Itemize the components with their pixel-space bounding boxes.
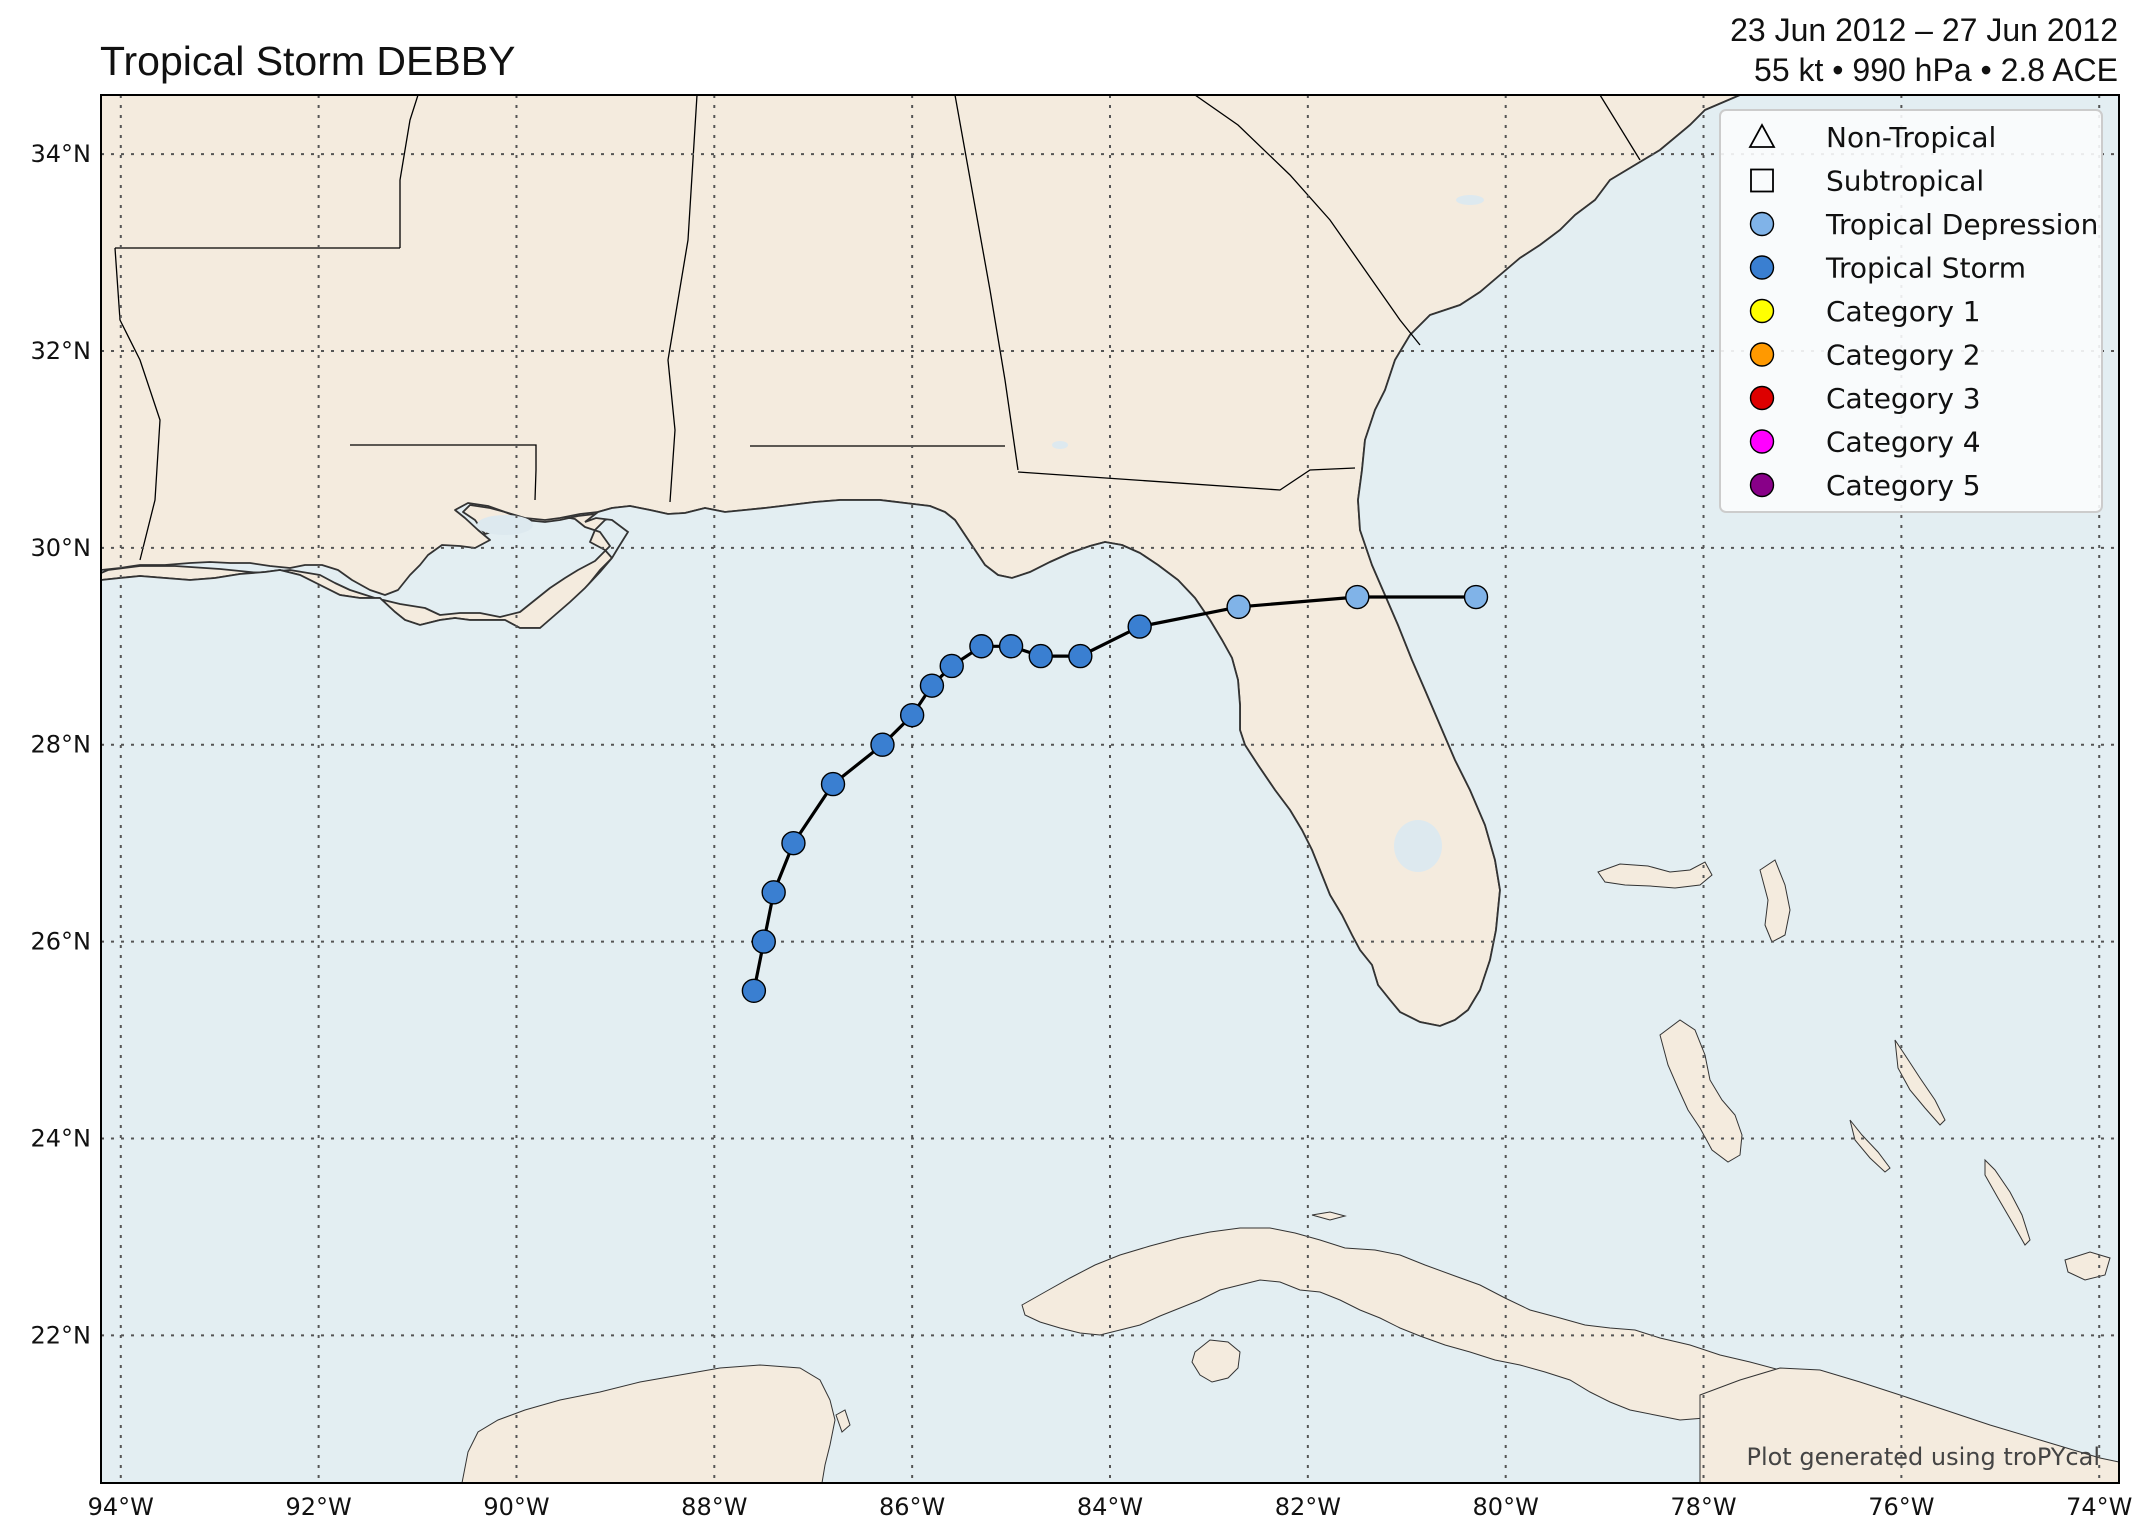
storm-title: Tropical Storm DEBBY (100, 38, 516, 84)
cuba-east (1699, 1367, 2119, 1483)
legend-item-label: Tropical Depression (1825, 208, 2098, 241)
border-ga-fl (1017, 467, 1356, 491)
category-marker-icon (1749, 342, 1775, 367)
latitude-tick-label: 34°N (31, 140, 92, 168)
track-point-tropical-storm[interactable] (919, 673, 945, 698)
yucatan (461, 1364, 836, 1483)
inland-lakes (477, 195, 1484, 872)
category-marker-icon (1749, 298, 1775, 324)
track-point-tropical-storm[interactable] (969, 634, 994, 659)
legend-item-label: Category 2 (1826, 339, 1981, 372)
great-inagua (2064, 1251, 2111, 1281)
andros-island (1659, 1019, 1743, 1163)
cozumel (835, 1409, 851, 1433)
island-layer (461, 859, 2119, 1483)
border-al-ga (954, 95, 1019, 471)
gulf-of-mexico (101, 95, 2119, 1483)
gulf-water (101, 95, 2119, 1483)
track-point-tropical-storm[interactable] (1028, 643, 1053, 669)
state-borders (114, 95, 1641, 561)
legend-item-label: Category 4 (1826, 426, 1981, 459)
border-tx-la (114, 247, 161, 561)
latitude-ticks: 22°N 24°N 26°N 28°N 30°N 32°N 34°N (31, 140, 92, 1349)
lake-okeechobee (1394, 820, 1442, 872)
exuma (1849, 1119, 1891, 1173)
abaco (1759, 859, 1791, 943)
border-ga-sc (1194, 95, 1421, 346)
longitude-tick-label: 90°W (483, 1493, 549, 1521)
border-sc-nc (1599, 95, 1641, 161)
track-point-tropical-storm[interactable] (998, 634, 1024, 659)
track-point-tropical-storm[interactable] (741, 978, 767, 1004)
non-tropical-marker-icon (1748, 123, 1776, 148)
cayman-islands (1311, 1211, 1347, 1221)
storm-track (741, 584, 1489, 1004)
longitude-tick-label: 82°W (1275, 1493, 1341, 1521)
longitude-tick-label: 76°W (1868, 1493, 1934, 1521)
legend: Non-Tropical Subtropical Tropical Depressi… (1719, 109, 2103, 513)
track-point-tropical-storm[interactable] (820, 771, 846, 797)
intensity-stats: 55 kt • 990 hPa • 2.8 ACE (1754, 52, 2118, 88)
lake-seminole (1052, 441, 1068, 449)
map-frame (100, 94, 2120, 1484)
eleuthera (1894, 1039, 1946, 1126)
isle-of-youth (1191, 1339, 1241, 1383)
latitude-tick-label: 26°N (31, 928, 92, 956)
track-point-tropical-storm[interactable] (1068, 643, 1093, 669)
longitude-tick-label: 78°W (1670, 1493, 1736, 1521)
legend-item-label: Category 5 (1826, 469, 1981, 502)
track-point-tropical-storm[interactable] (751, 929, 776, 954)
longitude-tick-label: 86°W (879, 1493, 945, 1521)
longitude-tick-label: 84°W (1077, 1493, 1143, 1521)
subtropical-marker-icon (1750, 168, 1774, 193)
track-point-tropical-storm[interactable] (870, 732, 895, 757)
legend-box (1719, 109, 2103, 513)
track-point-tropical-depression[interactable] (1226, 594, 1251, 620)
long-island (1984, 1158, 2031, 1246)
border-ms-al (667, 95, 698, 503)
latitude-tick-label: 22°N (31, 1321, 92, 1349)
longitude-tick-label: 74°W (2066, 1493, 2132, 1521)
longitude-tick-label: 94°W (88, 1493, 154, 1521)
latitude-tick-label: 24°N (31, 1124, 92, 1152)
legend-item-label: Category 3 (1826, 382, 1981, 415)
lake-pontchartrain (477, 515, 533, 535)
legend-item-label: Category 1 (1826, 295, 1981, 328)
credit-text: Plot generated using troPYcal (1746, 1443, 2100, 1471)
latitude-tick-label: 28°N (31, 731, 92, 759)
legend-item-label: Tropical Storm (1825, 252, 2026, 285)
legend-item-label: Non-Tropical (1826, 121, 1996, 154)
lake-marion (1456, 195, 1484, 205)
latitude-tick-label: 30°N (31, 534, 92, 562)
storm-summary: 23 Jun 2012 – 27 Jun 2012 55 kt • 990 hP… (1730, 10, 2118, 90)
latitude-tick-label: 32°N (31, 337, 92, 365)
track-point-tropical-depression[interactable] (1345, 584, 1370, 610)
longitude-ticks: 94°W 92°W 90°W 88°W 86°W 84°W 82°W 80°W 78°W 76°W… (88, 1493, 2133, 1521)
category-marker-icon (1749, 255, 1775, 280)
longitude-tick-label: 92°W (285, 1493, 351, 1521)
longitude-tick-label: 88°W (681, 1493, 747, 1521)
track-point-tropical-storm[interactable] (781, 830, 806, 856)
longitude-tick-label: 80°W (1473, 1493, 1539, 1521)
category-marker-icon (1749, 385, 1775, 411)
track-point-tropical-storm[interactable] (939, 653, 964, 679)
track-point-tropical-storm[interactable] (1127, 614, 1152, 639)
category-marker-icon (1749, 472, 1775, 498)
track-point-tropical-storm[interactable] (761, 880, 786, 905)
border-ms-north (399, 95, 419, 248)
date-range: 23 Jun 2012 – 27 Jun 2012 (1730, 12, 2118, 48)
border-ms-la (350, 444, 537, 501)
grand-bahama (1597, 861, 1713, 889)
legend-item-label: Subtropical (1826, 165, 1984, 198)
track-point-tropical-depression[interactable] (1463, 584, 1489, 610)
category-marker-icon (1749, 429, 1775, 454)
category-marker-icon (1749, 211, 1775, 237)
track-point-tropical-storm[interactable] (899, 702, 925, 728)
